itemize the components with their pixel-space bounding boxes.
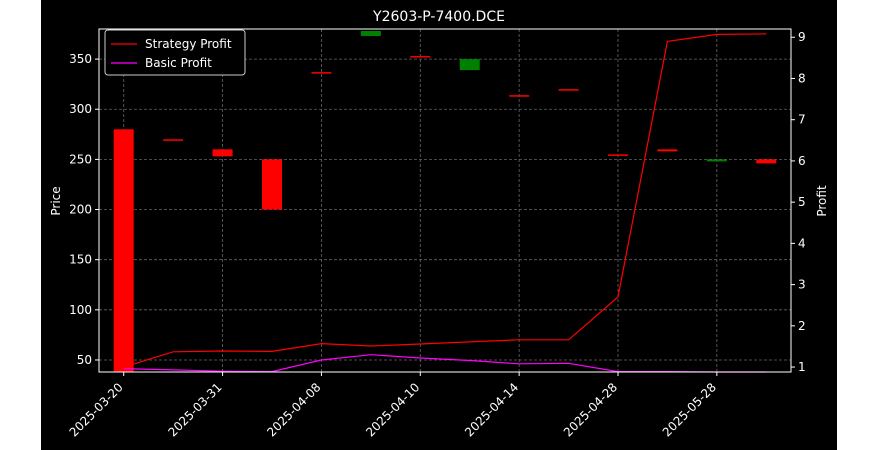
legend: Strategy Profit Basic Profit xyxy=(104,29,246,76)
candles-group xyxy=(113,31,777,372)
candle-5 xyxy=(360,31,381,37)
candle-7 xyxy=(459,59,480,71)
y-left-tick-label-3: 200 xyxy=(69,203,92,217)
candle-0 xyxy=(113,129,134,372)
y-axis-left-label: Price xyxy=(49,186,63,215)
candle-10 xyxy=(608,154,628,156)
candle-1 xyxy=(163,139,184,141)
axes-group: 50 100 150 200 250 300 350 1 2 3 4 5 6 7 8 9 2025-03-20 2… xyxy=(67,28,806,439)
plot-frame xyxy=(98,28,792,373)
profit-lines xyxy=(123,33,767,373)
candle-9 xyxy=(558,89,579,91)
y-left-tick-label-5: 300 xyxy=(69,102,92,116)
y-left-tick-label-0: 50 xyxy=(77,353,92,367)
candle-3 xyxy=(262,159,282,210)
profit-price-chart: Y2603-P-7400.DCE Price Profit 50 100 150 20… xyxy=(49,9,829,439)
y-left-tick-label-6: 350 xyxy=(69,52,92,66)
chart-title: Y2603-P-7400.DCE xyxy=(372,9,505,25)
y-axis-right-label: Profit xyxy=(815,185,829,217)
series-line-basic-profit xyxy=(123,354,767,373)
y-right-tick-label-4: 5 xyxy=(798,195,806,209)
y-left-tick-label-2: 150 xyxy=(69,253,92,267)
legend-label-basic: Basic Profit xyxy=(145,56,212,70)
y-right-tick-label-1: 2 xyxy=(798,319,806,333)
x-tick-label-0: 2025-03-20 xyxy=(67,380,126,439)
y-right-tick-label-5: 6 xyxy=(798,154,806,168)
y-right-tick-label-2: 3 xyxy=(798,278,806,292)
candle-8 xyxy=(509,95,530,97)
x-tick-label-3: 2025-04-10 xyxy=(363,380,422,439)
candle-6 xyxy=(410,56,431,58)
x-tick-label-2: 2025-04-08 xyxy=(264,380,323,439)
candle-11 xyxy=(657,149,678,152)
y-right-tick-label-7: 8 xyxy=(798,71,806,85)
legend-frame xyxy=(104,29,246,76)
legend-label-strategy: Strategy Profit xyxy=(145,37,232,51)
series-line-strategy-profit xyxy=(123,33,767,368)
x-tick-label-4: 2025-04-14 xyxy=(462,380,521,439)
y-left-tick-label-4: 250 xyxy=(69,152,92,166)
x-tick-label-6: 2025-05-28 xyxy=(660,380,719,439)
candle-4 xyxy=(311,72,332,74)
y-right-tick-label-8: 9 xyxy=(798,30,806,44)
candle-2 xyxy=(212,149,233,157)
y-right-tick-label-3: 4 xyxy=(798,236,806,250)
candle-12 xyxy=(706,159,727,162)
y-right-tick-label-0: 1 xyxy=(798,360,806,374)
x-tick-label-1: 2025-03-31 xyxy=(165,380,224,439)
chart-figure: Y2603-P-7400.DCE Price Profit 50 100 150 20… xyxy=(41,0,837,450)
x-tick-label-5: 2025-04-28 xyxy=(561,380,620,439)
candle-13 xyxy=(756,159,777,164)
y-right-tick-label-6: 7 xyxy=(798,113,806,127)
y-left-tick-label-1: 100 xyxy=(69,303,92,317)
grid-lines xyxy=(99,29,791,372)
